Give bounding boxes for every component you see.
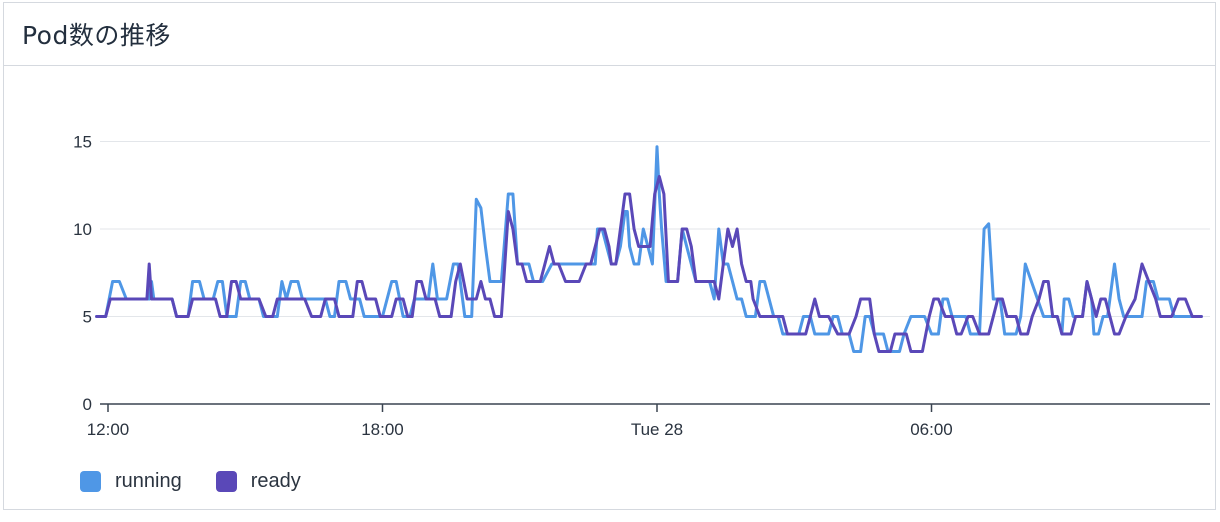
legend-item-running[interactable]: running [80,470,182,493]
legend-item-ready[interactable]: ready [215,470,301,493]
x-tick-label-0: 12:00 [87,420,130,439]
y-tick-label-5: 5 [83,308,92,327]
x-tick-label-2: Tue 28 [631,420,683,439]
legend-label-ready: ready [250,470,301,492]
series-line-ready[interactable] [95,175,1203,353]
x-tick-label-1: 18:00 [361,420,404,439]
legend-swatch-running [80,471,101,492]
y-tick-label-0: 0 [83,395,92,414]
x-tick-label-3: 06:00 [910,420,953,439]
series-line-running[interactable] [95,145,1203,353]
y-tick-label-10: 10 [73,220,92,239]
y-tick-label-15: 15 [73,133,92,152]
panel-title: Pod数の推移 [22,21,171,50]
series-lines [95,145,1203,353]
panel-header: Pod数の推移 [4,3,1215,66]
legend-label-running: running [115,470,182,492]
legend-swatch-ready [215,471,237,492]
axes: 0 5 10 15 12:00 18:00 Tue 28 06:00 [73,133,1210,439]
chart-legend: running ready [80,470,335,493]
